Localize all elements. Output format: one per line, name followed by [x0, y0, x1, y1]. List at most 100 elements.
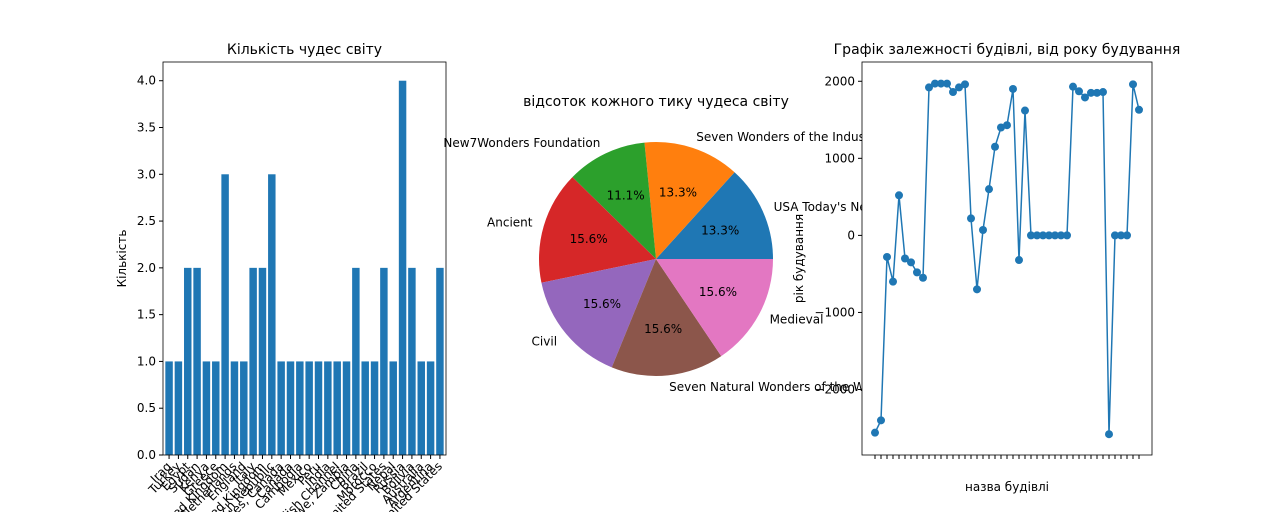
line-point	[895, 191, 903, 200]
chart-title: відсоток кожного тику чудеса світу	[523, 94, 789, 110]
line-point	[907, 258, 915, 267]
y-axis-label: Кількість	[115, 230, 129, 288]
bar	[370, 361, 379, 455]
bar	[333, 361, 341, 455]
chart-title: Кількість чудес світу	[227, 42, 382, 58]
bar	[314, 361, 323, 455]
y-tick-label: −2000	[814, 383, 855, 397]
line-point	[1045, 231, 1053, 240]
line-point	[1063, 231, 1071, 240]
y-tick-label: 1000	[824, 151, 855, 165]
bar	[296, 361, 304, 455]
line-point	[1105, 430, 1113, 439]
pie-label: New7Wonders Foundation	[443, 136, 600, 150]
bar	[398, 80, 407, 455]
axes-frame	[861, 61, 1153, 456]
y-tick-label: 3.5	[137, 121, 156, 135]
bar	[286, 361, 295, 455]
y-tick-label: 0.5	[137, 401, 156, 415]
line-point	[913, 268, 921, 277]
pie-slice	[538, 177, 656, 283]
pie-slice	[541, 259, 656, 368]
line-point	[1093, 88, 1101, 97]
bar	[389, 361, 397, 455]
pie-value-label: 15.6%	[583, 297, 621, 311]
line-point	[931, 79, 939, 88]
pie-slice	[656, 172, 773, 259]
pie-slice	[572, 142, 656, 259]
line-point	[1027, 231, 1035, 240]
y-tick-label: 3.0	[137, 167, 156, 181]
bar	[258, 267, 267, 455]
bar	[174, 361, 183, 455]
line-point	[991, 142, 999, 151]
line-point	[985, 185, 993, 194]
bar	[165, 361, 173, 455]
bar	[268, 174, 276, 456]
bar	[426, 361, 435, 455]
line-point	[1081, 93, 1089, 102]
line-point	[901, 254, 909, 263]
line-point	[1123, 231, 1131, 240]
line-point	[1057, 231, 1065, 240]
y-tick-label: 2.5	[137, 214, 156, 228]
line-point	[1075, 87, 1083, 96]
pie-slice	[644, 142, 735, 259]
pie-slice	[656, 259, 773, 357]
line-point	[1033, 231, 1041, 240]
y-tick-label: 1.5	[137, 308, 156, 322]
line-point	[1003, 121, 1011, 130]
bar	[240, 361, 248, 455]
bar	[361, 361, 369, 455]
y-tick-label: 2.0	[137, 261, 156, 275]
bar	[184, 267, 192, 455]
line-point	[943, 79, 951, 88]
line-point	[955, 83, 963, 92]
pie-value-label: 15.6%	[570, 232, 608, 246]
y-tick-label: 1.0	[137, 354, 156, 368]
line-point	[1039, 231, 1047, 240]
line-point	[997, 123, 1005, 132]
pie-value-label: 13.3%	[659, 185, 697, 199]
bar	[230, 361, 239, 455]
pie-slice	[611, 259, 722, 376]
pie-value-label: 11.1%	[607, 189, 645, 203]
line-point	[889, 277, 897, 286]
line-point	[877, 416, 885, 425]
axes-frame	[162, 61, 447, 456]
line-point	[1129, 80, 1137, 89]
line-point	[1135, 105, 1143, 114]
bar	[352, 267, 360, 455]
bar	[380, 267, 388, 455]
y-tick-label: 0.0	[137, 448, 156, 462]
y-tick-label: 2000	[824, 74, 855, 88]
y-tick-label: 4.0	[137, 74, 156, 88]
bar	[221, 174, 229, 456]
line-point	[1099, 88, 1107, 97]
line-point	[1117, 231, 1125, 240]
line-point	[1021, 106, 1029, 115]
pie-value-label: 15.6%	[644, 322, 682, 336]
pie-value-label: 15.6%	[699, 285, 737, 299]
line-point	[967, 214, 975, 223]
bar	[324, 361, 332, 455]
bar	[193, 267, 201, 455]
line-point	[949, 88, 957, 97]
line-point	[1069, 82, 1077, 91]
line-point	[1009, 84, 1017, 93]
bar	[202, 361, 211, 455]
line-point	[919, 273, 927, 282]
pie-label: Civil	[532, 334, 557, 348]
y-tick-label: −1000	[814, 305, 855, 319]
line-point	[1087, 88, 1095, 97]
line-point	[1051, 231, 1059, 240]
bar	[277, 361, 285, 455]
line-point	[1111, 231, 1119, 240]
bar	[305, 361, 313, 455]
line-point	[925, 83, 933, 92]
line-point	[1015, 256, 1023, 265]
pie-label: Seven Natural Wonders of the World	[669, 380, 887, 394]
y-tick-label: 0	[847, 228, 855, 242]
line-point	[979, 225, 987, 234]
